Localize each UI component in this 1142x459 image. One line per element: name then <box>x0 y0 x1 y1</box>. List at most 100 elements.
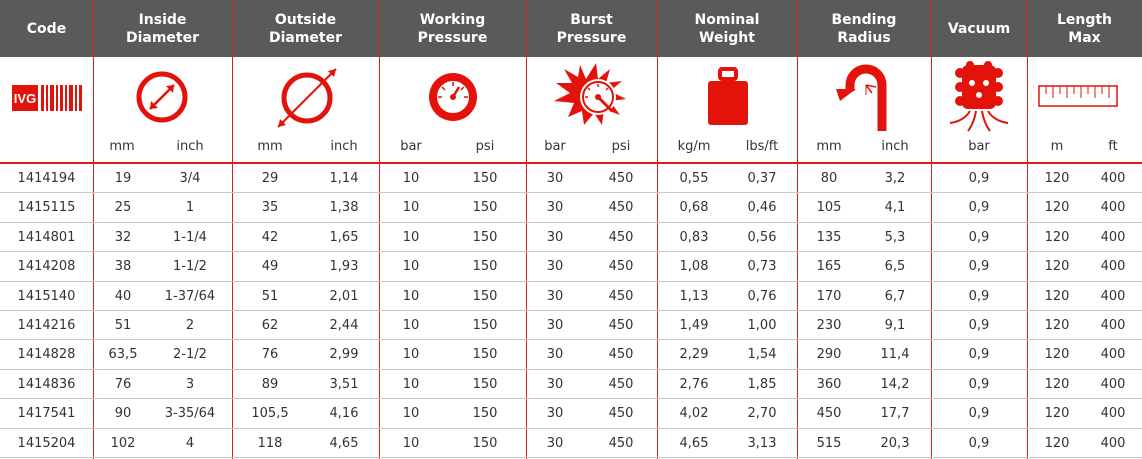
cell-wp-bar: 10 <box>402 171 420 186</box>
cell-od-mm: 118 <box>257 435 283 451</box>
cell-radius-inch: 9,1 <box>884 317 906 333</box>
cell-length-m: 120 <box>1044 435 1070 451</box>
cell-bp-psi: 450 <box>608 229 634 245</box>
cell-id-mm: 76 <box>114 376 132 392</box>
cell-od-inch: 1,14 <box>329 171 359 186</box>
cell-code: 1414208 <box>17 259 76 275</box>
cell-weight-kgm: 0,55 <box>679 171 709 186</box>
cell-wp-bar: 10 <box>402 288 420 304</box>
cell-radius-inch: 6,7 <box>884 288 906 304</box>
unit-label: ft <box>1108 139 1118 154</box>
unit-label: inch <box>176 139 204 154</box>
cell-radius-mm: 290 <box>816 347 842 363</box>
cell-bp-bar: 30 <box>546 347 564 363</box>
cell-od-mm: 49 <box>261 259 279 275</box>
cell-weight-kgm: 4,02 <box>679 406 709 422</box>
cell-length-m: 120 <box>1044 259 1070 275</box>
table-row: 1414194 19 3/4 29 1,14 10 150 30 450 0,55 0,37 80 3,… <box>0 164 1142 194</box>
cell-id-inch: 1 <box>185 200 195 216</box>
cell-od-mm: 62 <box>261 317 279 333</box>
table-row: 1415204 102 4 118 4,65 10 150 30 450 4,65 3,13 515 2… <box>0 429 1142 458</box>
cell-length-m: 120 <box>1044 229 1070 245</box>
table-row: 1414828 63,5 2-1/2 76 2,99 10 150 30 450 2,29 1,54… <box>0 340 1142 370</box>
logo-text: IVG <box>14 91 36 106</box>
cell-weight-lbsft: 0,76 <box>747 288 777 304</box>
unit-label: bar <box>400 139 422 154</box>
header-nominal-weight: Nominal Weight <box>694 11 760 46</box>
cell-vacuum-bar: 0,9 <box>968 406 990 422</box>
cell-weight-lbsft: 3,13 <box>747 435 777 451</box>
cell-vacuum-bar: 0,9 <box>968 347 990 363</box>
unit-label: bar <box>544 139 566 154</box>
cell-radius-inch: 17,7 <box>880 406 910 422</box>
icon-band: IVG <box>0 57 1142 162</box>
cell-id-mm: 19 <box>114 171 132 186</box>
cell-id-mm: 63,5 <box>108 347 138 363</box>
cell-bp-psi: 450 <box>608 317 634 333</box>
cell-code: 1414801 <box>17 229 76 245</box>
cell-id-mm: 40 <box>114 288 132 304</box>
cell-weight-lbsft: 1,00 <box>747 317 777 333</box>
cell-weight-lbsft: 1,54 <box>747 347 777 363</box>
unit-label: psi <box>475 139 495 154</box>
vacuum-icon <box>946 61 1012 133</box>
cell-vacuum-bar: 0,9 <box>968 435 990 451</box>
cell-wp-psi: 150 <box>472 200 498 216</box>
table-header: Code Inside Diameter Outside Diameter Wo… <box>0 0 1142 57</box>
cell-weight-lbsft: 0,73 <box>747 259 777 275</box>
cell-wp-bar: 10 <box>402 259 420 275</box>
cell-bp-bar: 30 <box>546 288 564 304</box>
cell-bp-psi: 450 <box>608 288 634 304</box>
cell-wp-psi: 150 <box>472 171 498 186</box>
cell-weight-kgm: 0,68 <box>679 200 709 216</box>
cell-vacuum-bar: 0,9 <box>968 229 990 245</box>
table-row: 1414801 32 1-1/4 42 1,65 10 150 30 450 0,83 0,56 13… <box>0 223 1142 253</box>
burst-gauge-icon <box>550 59 636 131</box>
cell-length-ft: 400 <box>1100 259 1126 275</box>
cell-id-inch: 2 <box>185 317 195 333</box>
header-vacuum: Vacuum <box>947 20 1011 37</box>
cell-od-inch: 1,38 <box>329 200 359 216</box>
cell-length-ft: 400 <box>1100 200 1126 216</box>
cell-radius-mm: 165 <box>816 259 842 275</box>
cell-od-inch: 3,51 <box>329 376 359 392</box>
cell-id-mm: 32 <box>114 229 132 245</box>
cell-radius-mm: 170 <box>816 288 842 304</box>
cell-length-ft: 400 <box>1100 171 1126 186</box>
ruler-icon <box>1038 85 1118 107</box>
cell-od-mm: 42 <box>261 229 279 245</box>
weight-icon <box>706 65 750 127</box>
cell-code: 1415115 <box>17 200 76 216</box>
cell-weight-kgm: 1,49 <box>679 317 709 333</box>
cell-bp-psi: 450 <box>608 376 634 392</box>
cell-weight-lbsft: 0,56 <box>747 229 777 245</box>
bend-hose-icon <box>832 61 896 133</box>
cell-length-ft: 400 <box>1100 288 1126 304</box>
cell-code: 1415204 <box>17 435 76 451</box>
cell-bp-bar: 30 <box>546 317 564 333</box>
cell-radius-mm: 515 <box>816 435 842 451</box>
cell-id-inch: 1-37/64 <box>164 288 216 304</box>
cell-bp-psi: 450 <box>608 406 634 422</box>
cell-weight-kgm: 1,08 <box>679 259 709 275</box>
brand-logo: IVG <box>12 85 84 111</box>
cell-length-ft: 400 <box>1100 347 1126 363</box>
cell-od-inch: 2,01 <box>329 288 359 304</box>
cell-bp-bar: 30 <box>546 200 564 216</box>
cell-weight-kgm: 2,29 <box>679 347 709 363</box>
cell-bp-bar: 30 <box>546 435 564 451</box>
cell-code: 1417541 <box>17 406 76 422</box>
cell-radius-mm: 450 <box>816 406 842 422</box>
cell-code: 1414836 <box>17 376 76 392</box>
cell-wp-bar: 10 <box>402 200 420 216</box>
cell-vacuum-bar: 0,9 <box>968 259 990 275</box>
cell-code: 1414194 <box>17 171 76 186</box>
cell-radius-inch: 6,5 <box>884 259 906 275</box>
cell-bp-bar: 30 <box>546 376 564 392</box>
cell-length-m: 120 <box>1044 376 1070 392</box>
cell-od-mm: 76 <box>261 347 279 363</box>
cell-bp-psi: 450 <box>608 347 634 363</box>
cell-length-m: 120 <box>1044 171 1070 186</box>
unit-label: psi <box>611 139 631 154</box>
cell-wp-bar: 10 <box>402 317 420 333</box>
